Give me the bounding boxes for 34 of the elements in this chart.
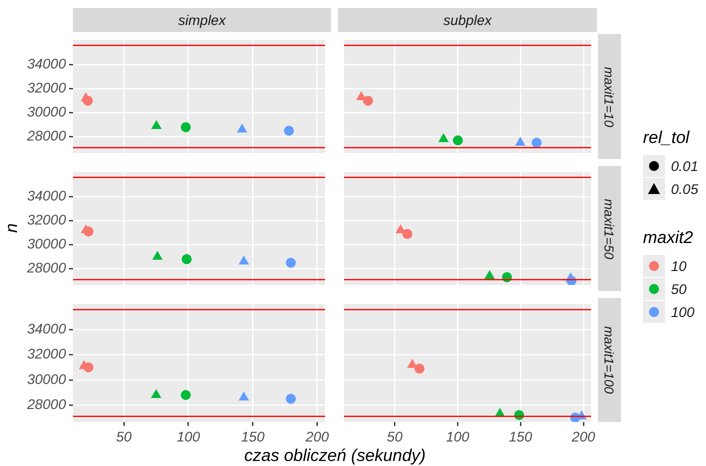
y-tick-label: 28000 <box>26 260 66 276</box>
y-tick-label: 32000 <box>27 212 66 228</box>
x-tick-label: 150 <box>241 428 265 444</box>
legend-label: 10 <box>671 258 687 274</box>
y-tick-label: 34000 <box>27 188 66 204</box>
legend-label: 0.01 <box>671 158 698 174</box>
legend-label: 50 <box>671 280 687 296</box>
y-tick-label: 34000 <box>27 320 66 337</box>
y-tick-label: 28000 <box>26 128 66 144</box>
x-tick-label: 150 <box>508 428 532 444</box>
text: maxit1=50 <box>602 198 616 259</box>
chart-title: simplex <box>73 8 331 32</box>
legend-label: 0.05 <box>671 180 698 196</box>
y-tick-label: 30000 <box>27 236 66 252</box>
x-tick-label: 200 <box>570 428 596 444</box>
x-tick-label: 100 <box>176 428 200 444</box>
x-tick-label: 100 <box>446 428 470 444</box>
legend-title: rel_tol <box>643 128 691 148</box>
legend-title: maxit2 <box>643 228 694 248</box>
y-tick-label: 30000 <box>27 370 66 387</box>
y-tick-label: 32000 <box>27 80 66 96</box>
legend-label: 100 <box>671 304 694 320</box>
x-tick-label: 50 <box>386 428 403 444</box>
y-tick-label: 32000 <box>27 346 66 362</box>
text: maxit1=100 <box>602 326 616 394</box>
chart-title: subplex <box>338 8 597 32</box>
x-tick-label: 50 <box>116 428 132 444</box>
y-tick-label: 34000 <box>27 56 66 72</box>
x-tick-label: 200 <box>304 428 330 444</box>
x-axis-title: czas obliczeń (sekundy) <box>243 446 427 466</box>
text: maxit1=10 <box>602 66 616 127</box>
y-tick-label: 28000 <box>26 396 66 412</box>
y-tick-label: 30000 <box>27 104 66 120</box>
y-axis-title: n <box>2 223 22 233</box>
